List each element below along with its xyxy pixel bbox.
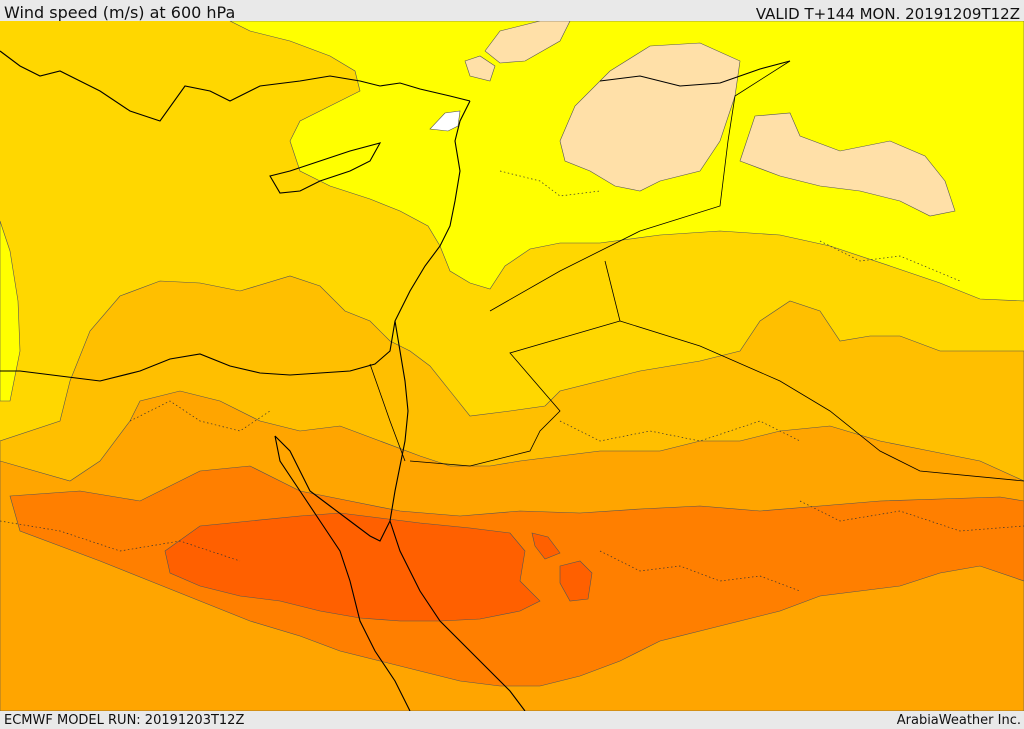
model-run: ECMWF MODEL RUN: 20191203T12Z [4,713,245,728]
header-bar: Wind speed (m/s) at 600 hPa VALID T+144 … [0,0,1024,23]
band-10-15-dot [464,55,496,82]
footer-bar: ECMWF MODEL RUN: 20191203T12Z ArabiaWeat… [0,711,1024,729]
band-10-15-east [739,112,956,217]
wind-speed-map [0,21,1024,711]
band-15-20-west [0,220,21,402]
band-40-45 [164,512,541,622]
band-40-45-dot [531,532,561,560]
credit-label: ArabiaWeather Inc. [896,713,1021,728]
valid-time: VALID T+144 MON. 20191209T12Z [755,5,1020,23]
band-lt-10 [429,110,461,132]
band-10-15-small [484,21,571,64]
borders [369,60,1024,482]
coastlines [0,50,791,711]
band-40-45-small [559,560,593,602]
map-title: Wind speed (m/s) at 600 hPa [4,3,236,22]
admin-lines [0,170,1024,592]
